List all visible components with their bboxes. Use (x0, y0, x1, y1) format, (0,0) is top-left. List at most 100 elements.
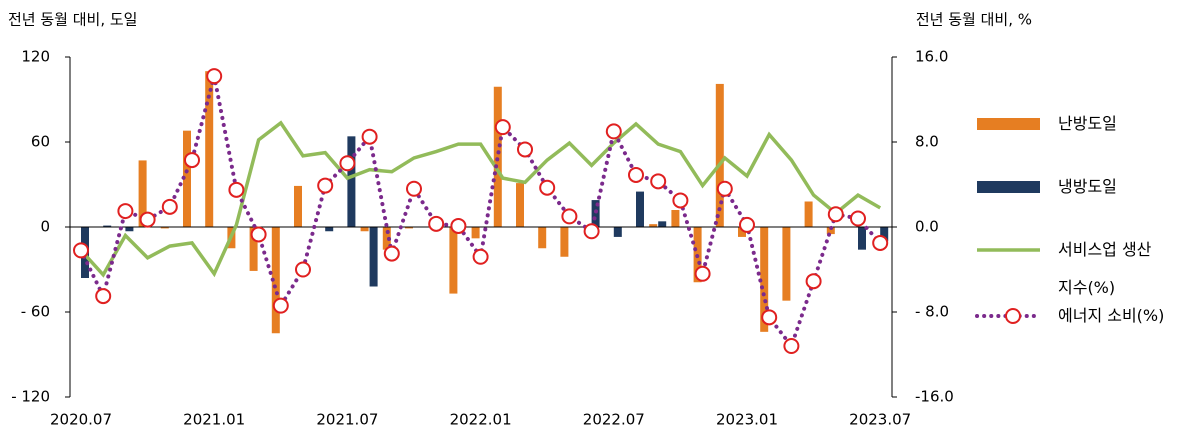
bar (449, 227, 458, 294)
bar (294, 185, 302, 227)
marker (206, 68, 223, 85)
marker (517, 141, 533, 158)
legend-label: 서비스업 생산지수(%) (1058, 240, 1152, 297)
bar (183, 130, 191, 227)
bar (880, 227, 889, 242)
marker (716, 180, 733, 197)
marker (472, 248, 489, 265)
y-tick-label: - 60 (21, 303, 50, 321)
marker (428, 215, 445, 232)
marker (117, 203, 134, 220)
y2-tick-label: 16.0 (915, 48, 948, 66)
bar (738, 227, 746, 237)
marker (406, 180, 422, 197)
x-tick-label: 2020.07 (50, 411, 112, 429)
marker (583, 223, 600, 240)
bar (516, 183, 524, 227)
bar (671, 210, 680, 227)
marker (272, 297, 289, 314)
bar (249, 227, 258, 271)
bar (125, 227, 134, 232)
marker (339, 155, 356, 172)
x-tick-label: 2022.01 (450, 411, 512, 429)
x-tick-label: 2023.01 (716, 411, 778, 429)
marker (95, 288, 112, 305)
marker (783, 338, 800, 354)
bar (804, 201, 813, 227)
y2-tick-label: -16.0 (915, 388, 954, 406)
legend-label: 냉방도일 (1058, 177, 1117, 196)
marker (494, 119, 511, 136)
bar (325, 227, 334, 232)
legend-swatch (977, 118, 1040, 130)
bar (493, 86, 502, 227)
marker (450, 217, 467, 234)
y2-tick-label: 8.0 (915, 133, 939, 151)
y-axis-label: 전년 동월 대비, 도일 (8, 11, 137, 29)
bar (382, 227, 391, 250)
marker (539, 179, 556, 196)
bar (658, 221, 667, 227)
bar (715, 83, 724, 228)
marker (228, 181, 245, 198)
marker (250, 226, 267, 243)
legend-label: 난방도일 (1058, 114, 1117, 133)
bar (826, 227, 835, 235)
marker (761, 309, 778, 326)
marker (73, 242, 89, 259)
marker (361, 128, 378, 145)
y2-tick-label: - 8.0 (915, 303, 949, 321)
x-tick-label: 2021.07 (316, 411, 378, 429)
bar (369, 227, 378, 287)
y-tick-label: - 120 (11, 388, 50, 406)
bar (103, 225, 112, 227)
marker (805, 273, 822, 290)
bar (591, 200, 600, 227)
bar (649, 224, 658, 227)
marker (694, 265, 711, 282)
marker (161, 198, 178, 215)
y2-tick-label: 0.0 (915, 218, 939, 236)
marker (383, 245, 400, 262)
y2-axis-label: 전년 동월 대비, % (916, 11, 1032, 29)
bar (613, 227, 622, 237)
marker (605, 123, 622, 140)
line (79, 120, 882, 278)
x-tick-label: 2023.07 (849, 411, 911, 429)
bar (538, 227, 547, 249)
x-tick-label: 2021.01 (183, 411, 245, 429)
bar (360, 227, 369, 232)
bar (138, 160, 147, 227)
bar (858, 227, 866, 250)
marker (850, 210, 866, 227)
bar (760, 227, 769, 332)
marker (827, 206, 844, 223)
marker (295, 261, 311, 278)
marker (872, 234, 889, 251)
bar (271, 227, 280, 334)
y-tick-label: 0 (40, 218, 50, 236)
marker (184, 152, 200, 169)
legend-marker (1005, 308, 1021, 324)
bar (205, 71, 214, 228)
marker (739, 216, 755, 233)
marker (561, 208, 578, 225)
marker (139, 211, 156, 228)
bar (347, 136, 356, 227)
marker (672, 192, 689, 209)
bar (160, 227, 169, 229)
legend-swatch (977, 181, 1040, 193)
y-tick-label: 120 (21, 48, 50, 66)
bar (782, 227, 791, 301)
legend-label: 에너지 소비(%) (1058, 306, 1165, 325)
bar (560, 227, 569, 257)
bar (471, 227, 480, 239)
marker (628, 166, 644, 183)
bar (405, 227, 413, 229)
y-tick-label: 60 (31, 133, 50, 151)
marker (650, 173, 667, 190)
marker (317, 177, 334, 194)
bar (636, 191, 644, 227)
